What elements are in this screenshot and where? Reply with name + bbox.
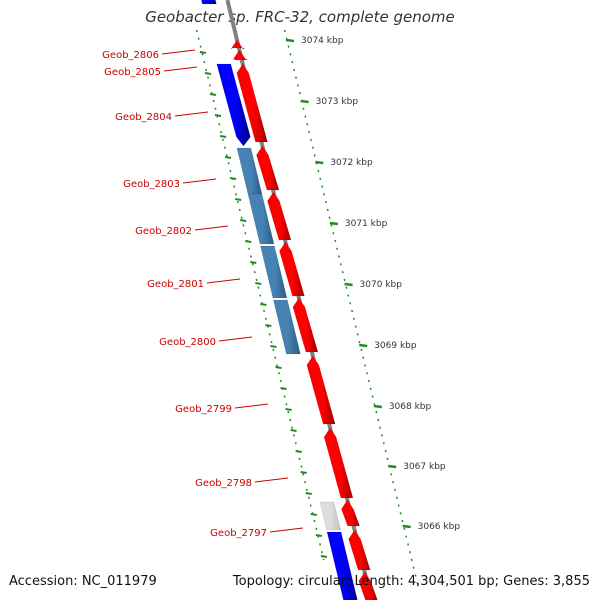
forward-gene bbox=[233, 49, 248, 61]
forward-gene bbox=[323, 427, 354, 499]
inner-tick bbox=[250, 261, 257, 264]
inner-tick bbox=[265, 324, 272, 327]
scale-tick bbox=[402, 524, 411, 529]
forward-gene bbox=[358, 571, 378, 600]
scale-tick bbox=[285, 38, 295, 43]
accession-label: Accession: NC_011979 bbox=[9, 574, 157, 589]
gene-leader-line bbox=[206, 278, 241, 284]
inner-tick bbox=[285, 408, 292, 411]
inner-tick bbox=[224, 156, 232, 159]
inner-tick bbox=[199, 51, 207, 54]
inner-tick bbox=[295, 450, 302, 453]
genome-title: Geobacter sp. FRC-32, complete genome bbox=[145, 8, 455, 26]
gene-leader-line bbox=[174, 111, 209, 117]
topology-label: Topology: circular; Length: 4,304,501 bp… bbox=[232, 574, 590, 589]
inner-tick bbox=[315, 534, 322, 537]
gene-leader-line bbox=[161, 49, 196, 55]
inner-tick bbox=[305, 492, 312, 495]
inner-tick bbox=[209, 93, 217, 96]
forward-gene bbox=[279, 241, 305, 297]
forward-gene bbox=[230, 39, 246, 50]
inner-tick bbox=[260, 303, 267, 306]
gene-label: Geob_2800 bbox=[159, 337, 216, 348]
scale-tick bbox=[300, 99, 309, 104]
gene-label: Geob_2804 bbox=[115, 112, 172, 123]
inner-tick bbox=[219, 135, 227, 138]
scale-label: 3073 kbp bbox=[316, 97, 359, 107]
scale-tick bbox=[359, 343, 368, 348]
inner-tick bbox=[320, 555, 328, 558]
forward-gene bbox=[341, 499, 360, 527]
scale-tick bbox=[344, 282, 353, 287]
gene-leader-line bbox=[194, 225, 229, 231]
scale-label: 3069 kbp bbox=[374, 341, 417, 351]
inner-tick bbox=[310, 513, 317, 516]
forward-gene bbox=[292, 297, 319, 353]
inner-tick bbox=[204, 72, 212, 75]
gene-label: Geob_2803 bbox=[123, 179, 180, 190]
gene-label: Geob_2802 bbox=[135, 226, 192, 237]
gene-leader-line bbox=[163, 66, 198, 72]
rna-gene bbox=[319, 501, 341, 531]
scale-tick bbox=[315, 160, 324, 165]
inner-tick bbox=[270, 345, 277, 348]
scale-tick bbox=[373, 404, 382, 409]
gene-label: Geob_2801 bbox=[147, 279, 204, 290]
highlighted-gene bbox=[247, 193, 275, 245]
inner-tick bbox=[240, 219, 247, 222]
inner-guide-line bbox=[195, 29, 325, 561]
forward-gene bbox=[267, 191, 292, 241]
scale-label: 3074 kbp bbox=[301, 36, 344, 46]
gene-label: Geob_2799 bbox=[175, 404, 232, 415]
gene-leader-line bbox=[234, 403, 269, 409]
scale-tick bbox=[388, 464, 397, 469]
scale-tick bbox=[329, 221, 339, 226]
gene-leader-line bbox=[254, 477, 289, 483]
inner-tick bbox=[255, 282, 262, 285]
inner-tick bbox=[234, 198, 242, 201]
inner-tick bbox=[245, 240, 252, 243]
gene-label: Geob_2806 bbox=[102, 50, 159, 61]
inner-tick bbox=[300, 471, 307, 474]
scale-label: 3070 kbp bbox=[360, 280, 403, 290]
inner-tick bbox=[275, 366, 282, 369]
gene-leader-line bbox=[218, 336, 253, 342]
gene-label: Geob_2797 bbox=[210, 528, 267, 539]
scale-label: 3072 kbp bbox=[330, 158, 373, 168]
forward-gene bbox=[256, 145, 280, 191]
reverse-gene bbox=[216, 63, 251, 147]
forward-gene bbox=[306, 355, 336, 425]
inner-tick bbox=[280, 387, 287, 390]
forward-gene bbox=[348, 529, 371, 571]
inner-tick bbox=[229, 177, 237, 180]
gene-leader-line bbox=[182, 178, 217, 184]
scale-label: 3067 kbp bbox=[403, 462, 446, 472]
gene-label: Geob_2798 bbox=[195, 478, 252, 489]
highlighted-gene bbox=[273, 299, 301, 355]
inner-tick bbox=[290, 429, 297, 432]
scale-label: 3071 kbp bbox=[345, 219, 388, 229]
scale-label: 3066 kbp bbox=[418, 522, 461, 532]
inner-tick bbox=[214, 114, 222, 117]
reverse-gene bbox=[326, 531, 358, 600]
scale-label: 3068 kbp bbox=[389, 402, 432, 412]
gene-label: Geob_2805 bbox=[104, 67, 161, 78]
forward-gene bbox=[236, 63, 268, 143]
reverse-gene bbox=[201, 0, 217, 5]
highlighted-gene bbox=[260, 245, 288, 299]
gene-leader-line bbox=[269, 527, 304, 533]
